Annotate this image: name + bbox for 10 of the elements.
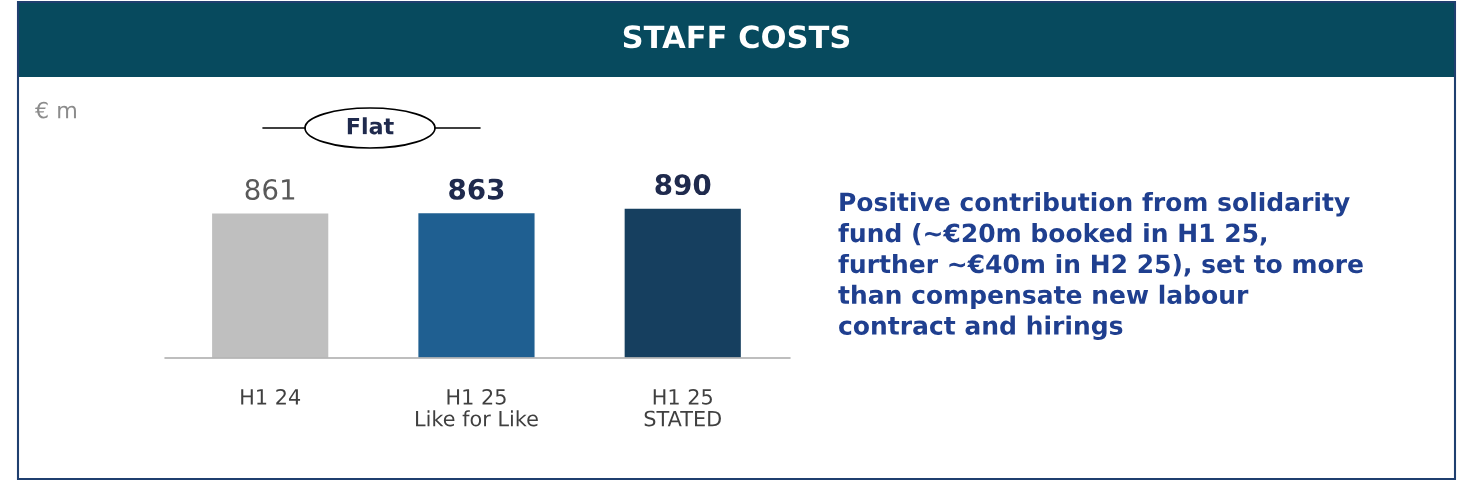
x-tick-label: H1 25 Like for Like bbox=[416, 388, 538, 427]
x-tick-label: H1 24 bbox=[241, 388, 301, 405]
chart-title: STAFF COSTS bbox=[623, 25, 850, 49]
data-label: 863 bbox=[449, 178, 504, 200]
text: Flat bbox=[347, 117, 394, 135]
data-label: 890 bbox=[655, 174, 711, 196]
data-label: 861 bbox=[245, 178, 295, 201]
text: Positive contribution from solidarity fund (~€20m booked in H1 25, further ~€40m in H2 25), set to more than compensate new labour contract and hirings bbox=[838, 192, 1363, 340]
text: € m bbox=[35, 101, 76, 119]
x-tick-label: H1 25 STATED bbox=[644, 388, 721, 427]
